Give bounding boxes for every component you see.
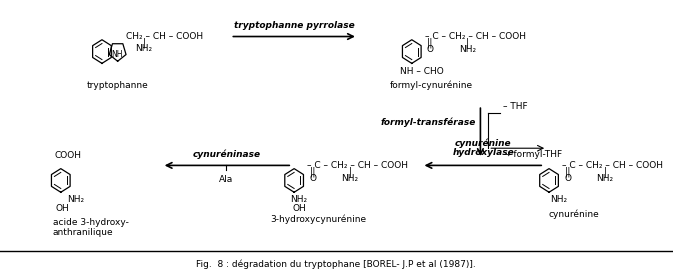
Text: cynurénine: cynurénine (455, 139, 512, 148)
Text: tryptophanne pyrrolase: tryptophanne pyrrolase (234, 21, 355, 30)
Text: CH₂ – CH – COOH: CH₂ – CH – COOH (126, 32, 204, 41)
Text: anthranilique: anthranilique (53, 228, 114, 237)
Text: NH₂: NH₂ (550, 196, 567, 204)
Text: NH – CHO: NH – CHO (400, 67, 443, 76)
Text: NH₂: NH₂ (342, 174, 359, 183)
Text: cynuréninase: cynuréninase (192, 150, 261, 159)
Text: ||: || (565, 167, 571, 177)
Text: – C – CH₂ – CH – COOH: – C – CH₂ – CH – COOH (307, 161, 408, 170)
Text: |: | (143, 38, 145, 48)
Text: acide 3-hydroxy-: acide 3-hydroxy- (53, 218, 129, 227)
Text: O: O (564, 174, 571, 183)
Text: ||: || (427, 38, 434, 48)
Text: cynurénine: cynurénine (548, 210, 599, 219)
Text: 3-hydroxycynurénine: 3-hydroxycynurénine (270, 215, 367, 224)
Text: – THF: – THF (503, 102, 528, 111)
Text: |: | (603, 167, 606, 177)
Text: NH: NH (111, 50, 122, 59)
Text: |: | (348, 167, 352, 177)
Text: → formyl-THF: → formyl-THF (503, 150, 562, 159)
Text: Fig.  8 : dégradation du tryptophane [BOREL- J.P et al (1987)].: Fig. 8 : dégradation du tryptophane [BOR… (196, 260, 476, 269)
Text: tryptophanne: tryptophanne (86, 80, 149, 90)
Text: – C – CH₂ – CH – COOH: – C – CH₂ – CH – COOH (562, 161, 663, 170)
Text: OH: OH (292, 204, 306, 213)
Text: – C – CH₂ – CH – COOH: – C – CH₂ – CH – COOH (425, 32, 525, 41)
Text: NH₂: NH₂ (290, 196, 307, 204)
Text: ||: || (309, 167, 316, 177)
Text: NH₂: NH₂ (67, 196, 84, 204)
Text: Ala: Ala (220, 175, 234, 184)
Text: OH: OH (56, 204, 69, 213)
Text: formyl-cynurénine: formyl-cynurénine (390, 80, 473, 90)
Text: O: O (427, 45, 434, 54)
Text: NH₂: NH₂ (596, 174, 613, 183)
Text: NH₂: NH₂ (136, 44, 153, 53)
Text: O: O (309, 174, 316, 183)
Text: NH₂: NH₂ (459, 45, 476, 54)
Text: |: | (466, 38, 469, 48)
Text: hydroxylase: hydroxylase (453, 148, 514, 157)
Text: COOH: COOH (54, 151, 81, 160)
Text: formyl-transférase: formyl-transférase (380, 118, 475, 127)
